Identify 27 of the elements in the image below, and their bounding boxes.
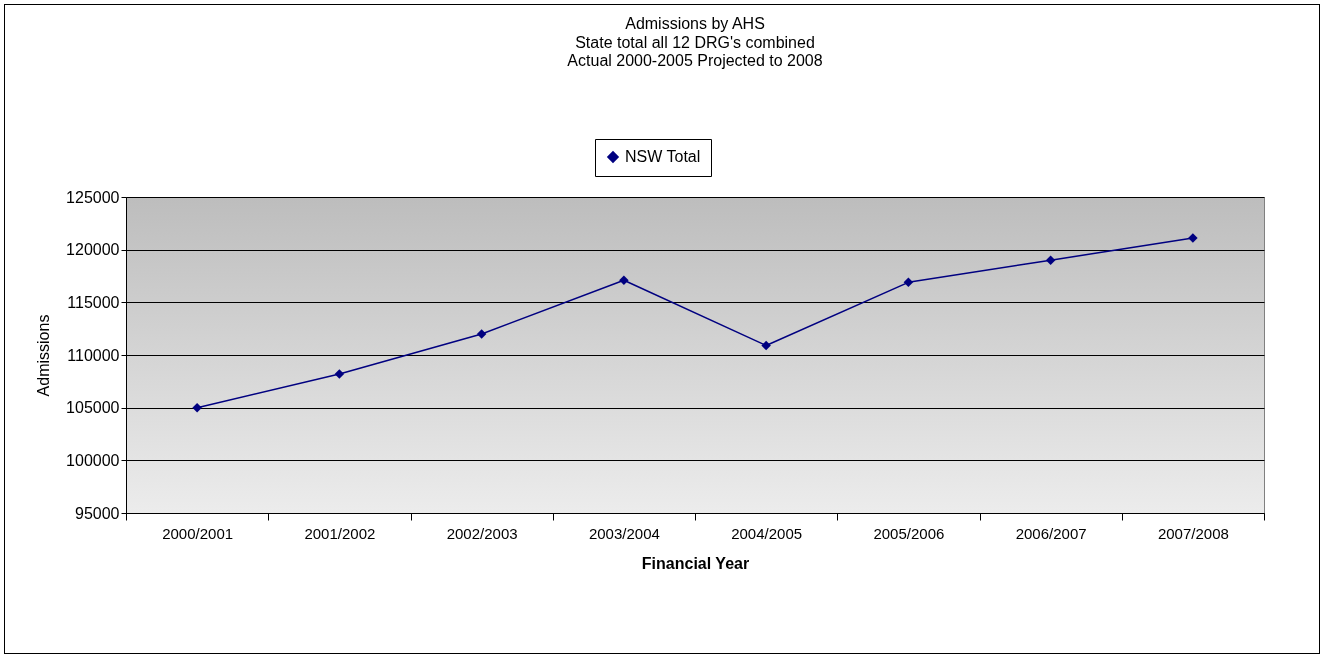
point	[476, 329, 487, 339]
x-tick-label: 2005/2006	[873, 524, 945, 542]
y-tick-label: 105000	[66, 399, 120, 417]
x-tick-label: 2003/2004	[588, 524, 660, 542]
x-tick-label: 2006/2007	[1015, 524, 1087, 542]
y-tick-label: 110000	[67, 346, 120, 364]
chart-title: Admissions by AHS	[625, 14, 765, 32]
point	[903, 277, 914, 288]
y-tick-label: 100000	[66, 451, 120, 469]
x-tick-label: 2000/2001	[162, 524, 234, 542]
x-tick-label: 2007/2008	[1157, 524, 1229, 542]
y-tick-label: 120000	[66, 241, 120, 259]
point	[1045, 255, 1056, 265]
y-axis-title: Admissions	[35, 314, 53, 397]
point	[619, 275, 629, 285]
chart-subtitle: State total all 12 DRG's combined Actual 2000-2005 Projected to 2008	[567, 33, 823, 69]
x-tick-label: 2002/2003	[446, 524, 518, 542]
x-tick-label: 2001/2002	[304, 524, 376, 542]
y-tick-label: 115000	[67, 293, 120, 311]
x-axis-title: Financial Year	[641, 554, 750, 572]
y-tick-label: 95000	[75, 504, 120, 522]
x-tick-label: 2004/2005	[731, 524, 803, 542]
legend-label: NSW Total	[625, 148, 701, 165]
point	[334, 369, 345, 379]
y-tick-label: 125000	[66, 188, 120, 206]
point	[761, 340, 771, 351]
point	[192, 402, 202, 413]
